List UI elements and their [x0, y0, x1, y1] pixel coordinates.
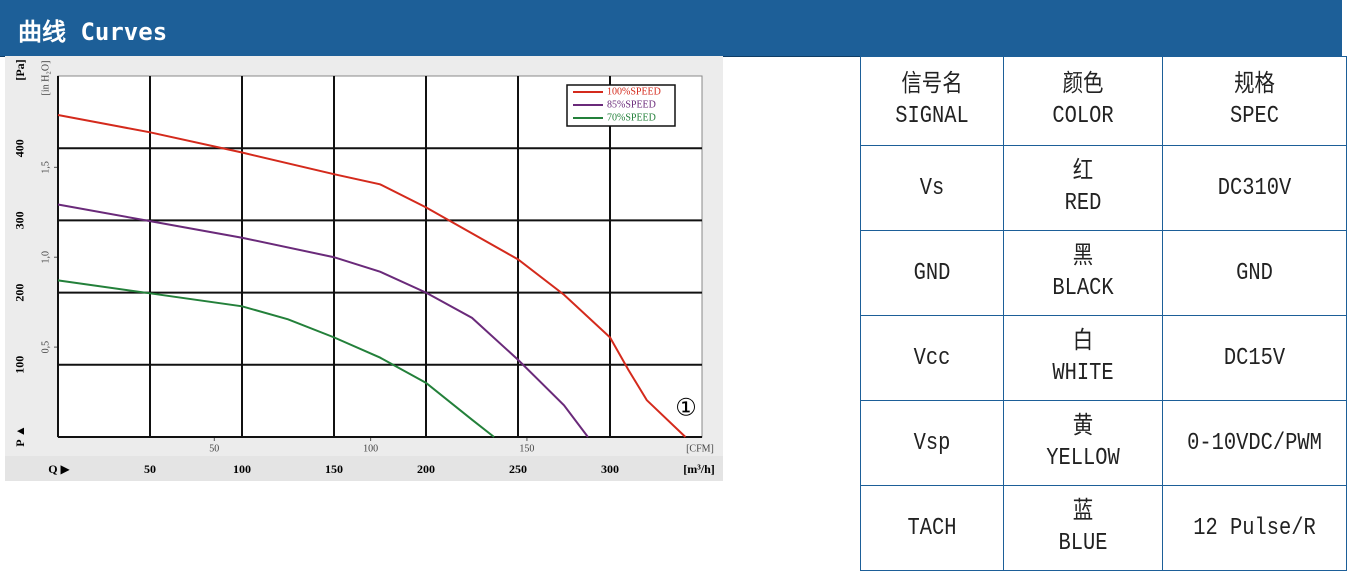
cell-text: 信号名 [901, 72, 963, 99]
x-tick-label: 150 [325, 462, 343, 476]
table-cell: GND [1162, 230, 1347, 316]
table-row: GND 黑 BLACK GND [860, 230, 1347, 316]
y2-tick-label: 1,0 [40, 251, 51, 264]
y-tick-label: 300 [13, 211, 27, 229]
y-axis-label: [Pa] [13, 59, 27, 80]
legend-label: 85%SPEED [607, 99, 656, 110]
cell-text: 黄 [1072, 414, 1094, 441]
table-cell: TACH [860, 485, 1004, 571]
cell-text: 颜色 [1062, 72, 1104, 99]
table-cell: 0-10VDC/PWM [1162, 400, 1347, 486]
header-bar: 曲线 Curves [0, 0, 1342, 57]
cell-text: BLACK [1052, 275, 1114, 302]
table-cell: 规格 SPEC [1162, 56, 1347, 146]
x2-axis-label: [CFM] [686, 443, 714, 454]
table-row: Vsp 黄 YELLOW 0-10VDC/PWM [860, 400, 1347, 486]
table-cell: Vsp [860, 400, 1004, 486]
y2-tick-label: 1,5 [40, 161, 51, 174]
table-cell: 蓝 BLUE [1003, 485, 1163, 571]
cell-text: YELLOW [1046, 445, 1120, 472]
cell-text: DC15V [1223, 344, 1286, 372]
cell-text: Vs [919, 174, 945, 202]
series-line [57, 114, 687, 438]
x2-tick-label: 50 [209, 443, 219, 454]
x-arrow-label: Q ▶ [48, 462, 70, 476]
table-row: Vcc 白 WHITE DC15V [860, 315, 1347, 401]
y2-tick-label: 0,5 [40, 341, 51, 354]
x-tick-label: 250 [509, 462, 527, 476]
x2-tick-label: 150 [519, 443, 534, 454]
cell-text: 蓝 [1072, 499, 1094, 526]
y-tick-label: 200 [13, 284, 27, 302]
table-cell: 白 WHITE [1003, 315, 1163, 401]
x-tick-label: 100 [233, 462, 251, 476]
cell-text: 白 [1072, 329, 1094, 356]
x-axis-label: [m³/h] [683, 462, 715, 476]
cell-text: Vcc [913, 344, 951, 372]
cell-text: 规格 [1234, 72, 1275, 99]
table-cell: 黄 YELLOW [1003, 400, 1163, 486]
cell-text: BLUE [1058, 530, 1108, 557]
table-cell: Vs [860, 145, 1004, 231]
table-cell: DC310V [1162, 145, 1347, 231]
cell-text: GND [913, 259, 951, 287]
legend-label: 70%SPEED [607, 112, 656, 123]
table-cell: 信号名 SIGNAL [860, 56, 1004, 146]
table-cell: Vcc [860, 315, 1004, 401]
table-cell: GND [860, 230, 1004, 316]
cell-text: 红 [1072, 159, 1094, 186]
table-cell: 12 Pulse/R [1162, 485, 1347, 571]
cell-text: SPEC [1230, 103, 1279, 130]
series-line [57, 279, 495, 438]
cell-text: TACH [907, 514, 957, 542]
cell-text: Vsp [913, 429, 951, 457]
x-tick-label: 50 [144, 462, 156, 476]
cell-text: GND [1236, 259, 1273, 287]
y-arrow-label: P ▲ [13, 425, 27, 447]
cell-text: 12 Pulse/R [1193, 514, 1316, 542]
header-title: 曲线 Curves [18, 18, 168, 46]
spec-table: 信号名 SIGNAL 颜色 COLOR 规格 SPEC Vs 红 RED DC310V GND 黑 BL… [860, 56, 1347, 571]
cell-text: DC310V [1217, 174, 1292, 202]
x2-tick-label: 100 [363, 443, 378, 454]
cell-text: SIGNAL [895, 103, 969, 130]
table-row: TACH 蓝 BLUE 12 Pulse/R [860, 485, 1347, 571]
series-line [57, 203, 589, 438]
cell-text: 黑 [1072, 244, 1094, 271]
annotation: ① [675, 396, 697, 422]
y-tick-label: 400 [13, 139, 27, 157]
x-axis-strip [5, 456, 723, 481]
cell-text: COLOR [1052, 103, 1114, 130]
plot-area [57, 75, 703, 438]
table-cell: 红 RED [1003, 145, 1163, 231]
table-header-row: 信号名 SIGNAL 颜色 COLOR 规格 SPEC [860, 56, 1347, 146]
cell-text: RED [1064, 190, 1102, 217]
chart: 50 100 150 200 250 300 100 200 300 400 50 100 150 0,5… [5, 56, 723, 481]
x-tick-label: 200 [417, 462, 435, 476]
y2-axis-label: [in H₂O] [40, 61, 51, 96]
x-tick-label: 300 [601, 462, 619, 476]
y-tick-label: 100 [13, 356, 27, 374]
table-cell: 黑 BLACK [1003, 230, 1163, 316]
table-cell: 颜色 COLOR [1003, 56, 1163, 146]
legend-label: 100%SPEED [607, 86, 661, 97]
cell-text: 0-10VDC/PWM [1187, 429, 1322, 457]
cell-text: WHITE [1052, 360, 1114, 387]
table-cell: DC15V [1162, 315, 1347, 401]
table-row: Vs 红 RED DC310V [860, 145, 1347, 231]
